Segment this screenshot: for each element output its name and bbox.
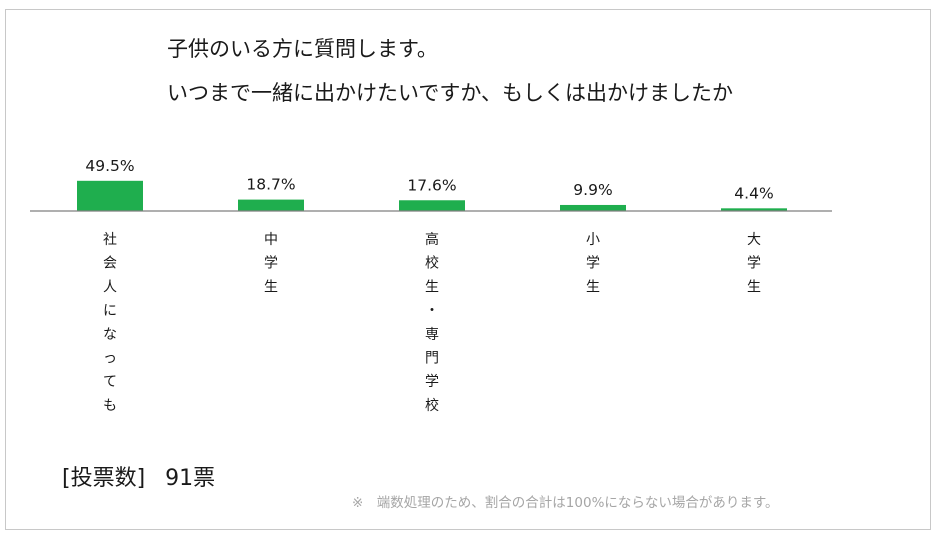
category-label-2: 中学生 — [264, 232, 278, 295]
vote-count: [投票数] 91票 — [62, 460, 215, 492]
category-label-1: 社会人になっても — [103, 232, 117, 414]
bar-1 — [77, 180, 143, 211]
bar-4 — [560, 204, 626, 211]
bar-2 — [238, 199, 304, 211]
category-label-4: 小学生 — [586, 232, 600, 295]
chart-title-line2: いつまで一緒に出かけたいですか、もしくは出かけましたか — [167, 81, 733, 105]
bar-5 — [721, 208, 787, 211]
vote-count-label: [投票数] — [62, 466, 146, 491]
chart-frame — [5, 9, 931, 530]
data-label-3: 17.6% — [407, 176, 456, 194]
chart-title-line1: 子供のいる方に質問します。 — [167, 37, 438, 61]
data-label-2: 18.7% — [246, 176, 295, 194]
bar-3 — [399, 200, 465, 211]
vote-count-value: 91票 — [165, 466, 216, 491]
category-label-3: 高校生・専門学校 — [425, 231, 439, 414]
data-label-1: 49.5% — [85, 157, 134, 175]
rounding-note: ※ 端数処理のため、割合の合計は100%にならない場合があります。 — [352, 495, 779, 511]
data-label-5: 4.4% — [734, 184, 773, 202]
data-label-4: 9.9% — [573, 181, 612, 199]
category-label-5: 大学生 — [747, 232, 761, 295]
